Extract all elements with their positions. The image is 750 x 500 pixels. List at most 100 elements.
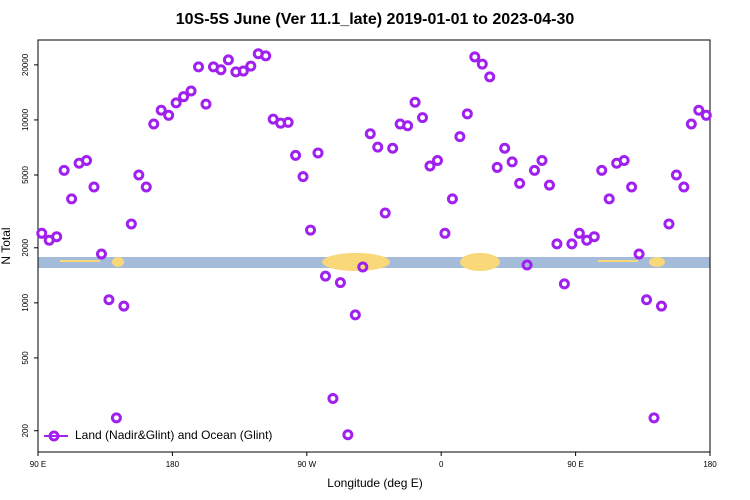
- data-point: [81, 155, 93, 167]
- data-point: [342, 429, 354, 441]
- data-point: [260, 50, 272, 62]
- data-point: [439, 227, 451, 239]
- data-point: [648, 412, 660, 424]
- data-point: [633, 248, 645, 260]
- x-axis-label: Longitude (deg E): [327, 476, 422, 490]
- data-point: [543, 179, 555, 191]
- data-point: [499, 142, 511, 154]
- data-point: [558, 278, 570, 290]
- data-point: [222, 54, 234, 66]
- data-point: [364, 128, 376, 140]
- data-point: [163, 109, 175, 121]
- data-point: [641, 294, 653, 306]
- y-axis-label: N Total: [0, 227, 13, 264]
- data-point: [626, 181, 638, 193]
- data-point: [678, 181, 690, 193]
- y-tick-label: 200: [21, 423, 30, 437]
- map-strip: [38, 253, 710, 271]
- data-point: [379, 207, 391, 219]
- data-point: [446, 193, 458, 205]
- data-point: [36, 227, 48, 239]
- y-tick-label: 2000: [21, 238, 30, 256]
- data-point: [200, 98, 212, 110]
- data-point: [327, 393, 339, 405]
- data-point: [685, 118, 697, 130]
- data-point: [603, 193, 615, 205]
- data-point: [88, 181, 100, 193]
- data-point: [409, 96, 421, 108]
- data-point: [461, 108, 473, 120]
- y-tick-label: 1000: [21, 293, 30, 311]
- legend-label: Land (Nadir&Glint) and Ocean (Glint): [75, 428, 272, 442]
- data-point: [551, 238, 563, 250]
- data-point: [663, 218, 675, 230]
- y-tick-label: 10000: [21, 108, 30, 131]
- data-point: [484, 71, 496, 83]
- data-point: [357, 261, 369, 273]
- legend-marker: [48, 430, 60, 442]
- data-point: [596, 164, 608, 176]
- data-point: [476, 58, 488, 70]
- data-point: [319, 270, 331, 282]
- plot-frame: [37, 39, 711, 453]
- data-point: [618, 155, 630, 167]
- y-tick-label: 5000: [21, 166, 30, 184]
- data-point: [670, 169, 682, 181]
- data-point: [155, 104, 167, 116]
- data-point: [417, 112, 429, 124]
- data-point: [514, 177, 526, 189]
- data-point: [312, 147, 324, 159]
- data-point: [133, 169, 145, 181]
- data-point: [536, 155, 548, 167]
- data-point: [297, 171, 309, 183]
- y-tick-label: 20000: [21, 53, 30, 76]
- data-point: [178, 91, 190, 103]
- x-tick-label: 180: [166, 460, 180, 469]
- data-point: [305, 224, 317, 236]
- data-point: [125, 218, 137, 230]
- data-point: [506, 156, 518, 168]
- data-point: [103, 294, 115, 306]
- data-point: [349, 309, 361, 321]
- data-point: [588, 231, 600, 243]
- data-point: [58, 164, 70, 176]
- x-tick-label: 180: [703, 460, 717, 469]
- data-point: [110, 412, 122, 424]
- data-point: [51, 231, 63, 243]
- data-point: [372, 141, 384, 153]
- data-point: [334, 277, 346, 289]
- data-point: [529, 164, 541, 176]
- x-tick-label: 90 E: [567, 460, 583, 469]
- data-point: [521, 259, 533, 271]
- data-point: [66, 193, 78, 205]
- data-point: [431, 155, 443, 167]
- x-tick-label: 90 W: [297, 460, 316, 469]
- x-tick-label: 90 E: [30, 460, 46, 469]
- data-point: [245, 60, 257, 72]
- data-point: [491, 161, 503, 173]
- data-point: [566, 238, 578, 250]
- data-point: [185, 85, 197, 97]
- data-point: [655, 300, 667, 312]
- data-point: [454, 131, 466, 143]
- chart-title: 10S-5S June (Ver 11.1_late) 2019-01-01 t…: [176, 11, 575, 28]
- x-tick-label: 0: [439, 460, 444, 469]
- data-point: [290, 149, 302, 161]
- data-point: [95, 248, 107, 260]
- data-point: [140, 181, 152, 193]
- data-point: [693, 104, 705, 116]
- data-point: [193, 61, 205, 73]
- data-point: [469, 51, 481, 63]
- data-point: [148, 118, 160, 130]
- data-point: [700, 109, 712, 121]
- data-point: [402, 120, 414, 132]
- data-point: [387, 142, 399, 154]
- data-point: [573, 227, 585, 239]
- data-point: [282, 116, 294, 128]
- y-tick-label: 500: [21, 351, 30, 365]
- data-point: [170, 97, 182, 109]
- data-point: [118, 300, 130, 312]
- data-point: [237, 65, 249, 77]
- data-point: [215, 64, 227, 76]
